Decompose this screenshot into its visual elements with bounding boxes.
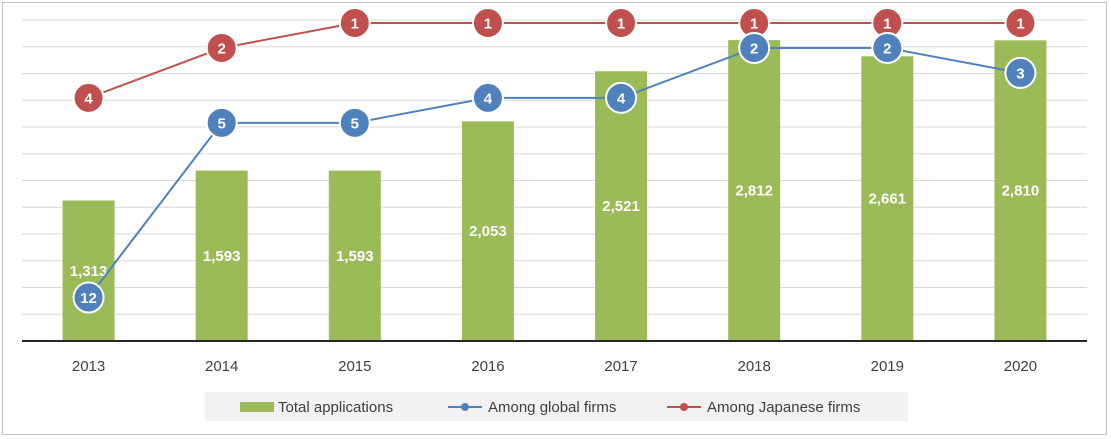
marker-japanese-2015: [338, 7, 371, 39]
marker-japanese-2020: [1004, 7, 1037, 39]
bar-label-2019: 2,661: [869, 191, 907, 208]
legend-swatch-total-applications: [240, 402, 274, 412]
marker-japanese-2014: [205, 31, 238, 64]
marker-japanese-2017: [605, 7, 638, 39]
marker-label-japanese-2018: 1: [750, 16, 758, 33]
marker-label-global-2013: 12: [80, 290, 97, 307]
marker-label-japanese-2015: 1: [351, 16, 359, 33]
x-tick-2013: 2013: [72, 358, 105, 375]
marker-label-japanese-2019: 1: [883, 16, 891, 33]
bar-2017: [595, 71, 648, 342]
marker-label-global-2016: 4: [484, 90, 493, 107]
bar-label-2015: 1,593: [336, 248, 374, 265]
series-line-japanese: [88, 22, 1021, 99]
gridlines: [22, 19, 1087, 315]
marker-global-2018: [738, 31, 771, 64]
x-tick-2018: 2018: [738, 358, 771, 375]
marker-label-japanese-2020: 1: [1016, 16, 1024, 33]
legend-label-global: Among global firms: [488, 399, 616, 416]
marker-label-global-2019: 2: [883, 40, 891, 57]
legend-background: [205, 392, 908, 421]
marker-label-japanese-2014: 2: [218, 40, 226, 57]
rank-series: 4 2 1 1 1 1 1 1 12 5 5 4 4 2 2 3: [72, 7, 1037, 314]
marker-label-global-2018: 2: [750, 40, 758, 57]
bar-label-2017: 2,521: [602, 198, 640, 215]
bar-2013: [62, 200, 115, 341]
marker-global-2015: [338, 106, 371, 139]
series-line-global: [87, 46, 1021, 299]
marker-label-japanese-2013: 4: [84, 90, 93, 107]
x-tick-2016: 2016: [471, 358, 504, 375]
marker-label-japanese-2016: 1: [484, 16, 492, 33]
marker-global-2020: [1004, 56, 1037, 89]
legend: Total applications Among global firms Am…: [205, 392, 908, 421]
marker-global-2019: [871, 31, 904, 64]
marker-japanese-2013: [72, 81, 105, 114]
marker-global-2013: [72, 281, 105, 314]
legend-label-total-applications: Total applications: [278, 399, 393, 416]
bar-2020: [994, 40, 1047, 342]
marker-global-2016: [471, 81, 504, 114]
bar-data-labels: 1,313 1,593 1,593 2,053 2,521 2,812 2,661 2,810: [70, 183, 1039, 280]
x-tick-2017: 2017: [604, 358, 637, 375]
x-tick-2015: 2015: [338, 358, 371, 375]
bar-2014: [195, 170, 248, 341]
bar-2015: [328, 170, 381, 341]
marker-global-2017: [605, 81, 638, 114]
x-tick-labels: 2013 2014 2015 2016 2017 2018 2019 2020: [72, 358, 1037, 375]
x-tick-2020: 2020: [1004, 358, 1037, 375]
bar-2019: [861, 56, 914, 341]
legend-marker-global: [461, 403, 469, 411]
bar-2018: [728, 40, 781, 342]
marker-label-global-2015: 5: [351, 115, 359, 132]
x-tick-2014: 2014: [205, 358, 238, 375]
marker-label-global-2017: 4: [617, 90, 626, 107]
bar-label-2016: 2,053: [469, 223, 507, 240]
bar-label-2018: 2,812: [735, 183, 773, 200]
marker-global-2014: [205, 106, 238, 139]
legend-marker-japanese: [680, 403, 688, 411]
marker-label-japanese-2017: 1: [617, 16, 625, 33]
bar-series: [62, 40, 1047, 342]
marker-label-global-2014: 5: [218, 115, 226, 132]
marker-label-global-2020: 3: [1016, 65, 1024, 82]
legend-label-japanese: Among Japanese firms: [707, 399, 860, 416]
marker-japanese-2016: [471, 7, 504, 39]
bar-label-2014: 1,593: [203, 248, 241, 265]
bar-label-2020: 2,810: [1002, 183, 1040, 200]
bar-label-2013: 1,313: [70, 263, 108, 280]
bar-2016: [461, 121, 514, 341]
x-tick-2019: 2019: [871, 358, 904, 375]
